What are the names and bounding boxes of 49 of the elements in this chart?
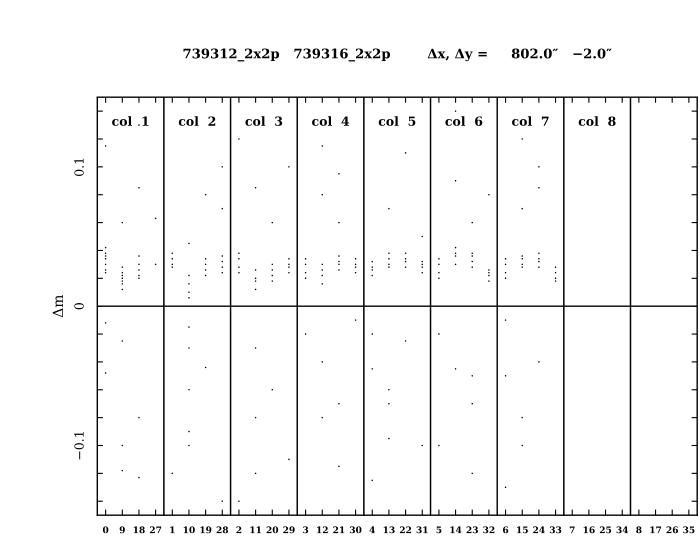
x-tick-label: 26 [666,526,678,534]
x-tick-label: 17 [650,526,662,534]
x-tick-label: 15 [517,526,528,534]
x-tick-label: 13 [384,526,395,534]
x-tick-label: 31 [416,526,428,534]
x-tick-label: 33 [550,526,562,534]
x-tick-label: 21 [333,526,344,534]
x-tick-label: 24 [533,526,545,534]
x-tick-label: 6 [502,526,508,534]
x-tick-label: 0 [102,526,108,534]
annotation: col 6 [445,116,482,126]
annotation: col 5 [378,116,416,126]
x-tick-label: 9 [120,526,125,534]
x-tick-label: 11 [250,526,261,534]
x-tick-label: 23 [466,526,478,534]
x-tick-label: 10 [184,526,195,534]
annotation: col 3 [245,116,282,126]
x-tick-label: 34 [616,526,628,534]
y-axis-title: Δm [52,294,63,318]
x-tick-label: 32 [483,526,494,534]
annotation: col 1 [112,116,148,126]
x-tick-label: 14 [450,526,462,534]
x-tick-label: 25 [600,526,612,534]
y-tick-label: −0.1 [74,432,84,460]
x-tick-label: 5 [436,526,442,534]
x-tick-label: 12 [317,526,328,534]
x-tick-label: 27 [150,526,162,534]
x-tick-label: 28 [216,526,228,534]
x-tick-label: 22 [400,526,412,534]
x-tick-label: 2 [236,526,242,534]
x-tick-label: 30 [350,526,362,534]
x-tick-label: 18 [134,526,145,534]
y-tick-label: 0 [74,303,84,310]
x-tick-label: 20 [266,526,278,534]
annotation: col 2 [178,116,216,126]
x-tick-label: 7 [570,526,575,534]
annotation: col 8 [578,116,616,126]
x-tick-label: 19 [200,526,212,534]
x-tick-label: 8 [636,526,642,534]
annotation: col 4 [312,116,350,126]
annotation: col 7 [512,116,549,126]
x-tick-label: 29 [283,526,295,534]
chart-title: 739312_2x2p 739316_2x2p Δx, Δy = 802.0″ −2.0″ [184,48,612,62]
y-tick-label: 0.1 [74,158,84,176]
x-tick-label: 1 [170,526,175,534]
x-tick-label: 16 [584,526,595,534]
x-tick-label: 35 [683,526,694,534]
x-tick-label: 3 [303,526,308,534]
x-tick-label: 4 [369,526,376,534]
